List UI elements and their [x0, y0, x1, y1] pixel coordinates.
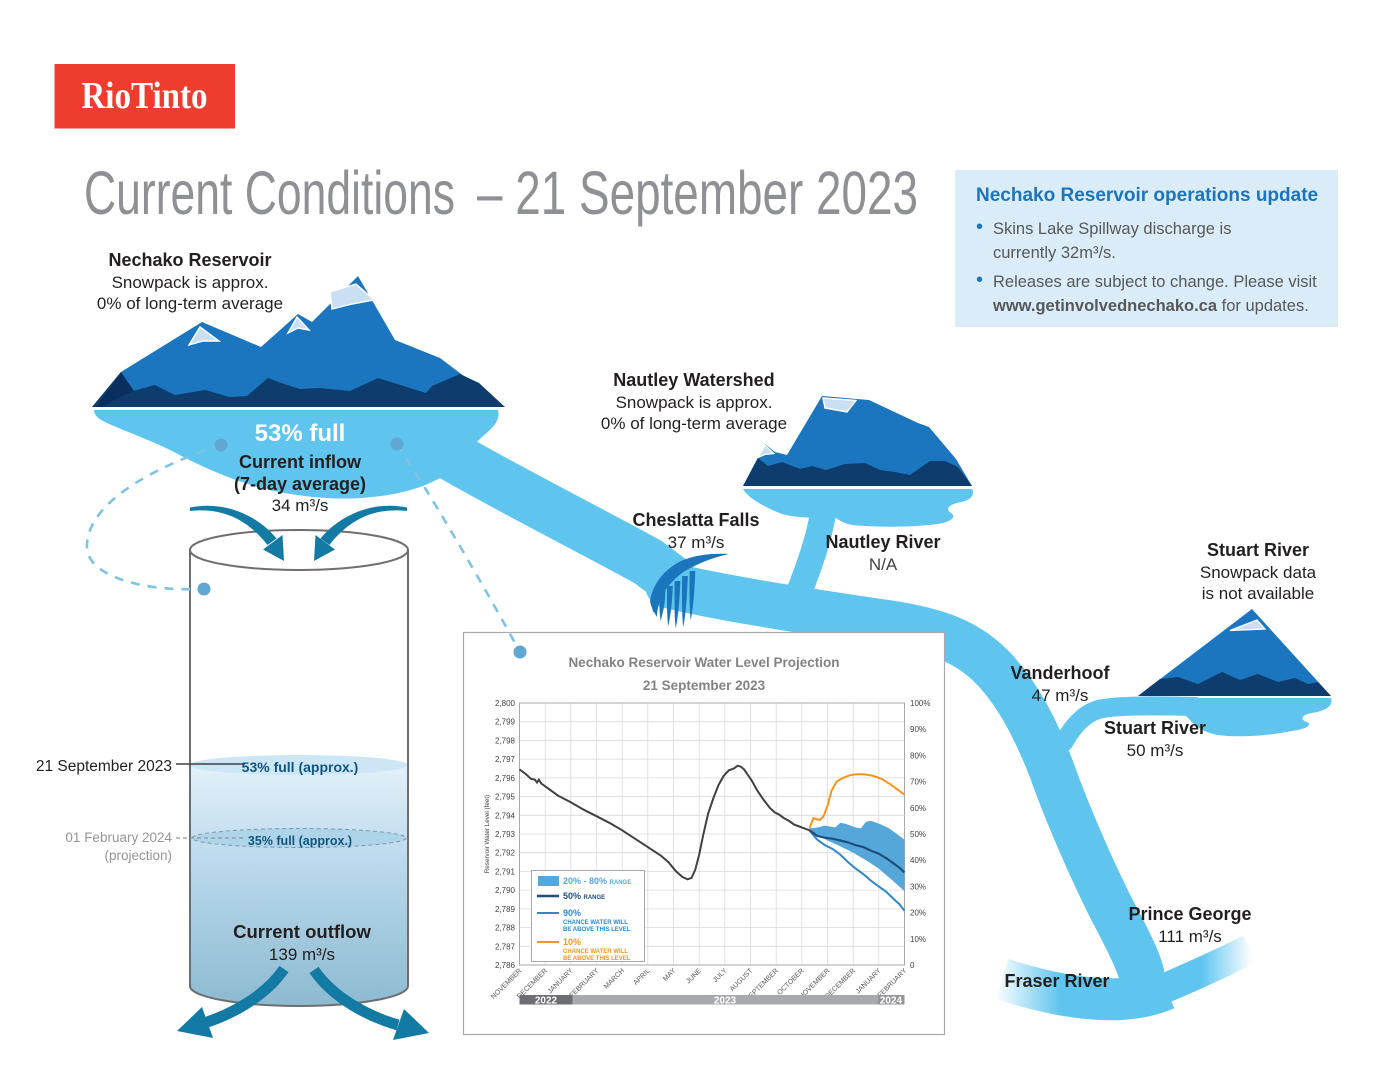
svg-text:50% RANGE: 50% RANGE [563, 891, 605, 901]
svg-text:2,793: 2,793 [495, 830, 516, 839]
svg-text:10%: 10% [563, 937, 581, 947]
svg-text:2,800: 2,800 [495, 699, 516, 708]
svg-text:2,797: 2,797 [495, 755, 516, 764]
svg-text:10%: 10% [910, 935, 926, 944]
svg-text:2,789: 2,789 [495, 905, 516, 914]
svg-text:2,796: 2,796 [495, 774, 516, 783]
svg-text:70%: 70% [910, 778, 926, 787]
svg-text:2023: 2023 [714, 996, 737, 1007]
svg-text:90%: 90% [563, 908, 581, 918]
svg-text:2,799: 2,799 [495, 718, 516, 727]
svg-text:2,798: 2,798 [495, 736, 516, 745]
svg-text:2,788: 2,788 [495, 924, 516, 933]
svg-text:2024: 2024 [880, 996, 903, 1007]
svg-text:2,794: 2,794 [495, 811, 516, 820]
svg-text:2,791: 2,791 [495, 867, 516, 876]
svg-text:0: 0 [910, 961, 915, 970]
svg-text:Nechako Reservoir Water Level: Nechako Reservoir Water Level Projection [568, 655, 839, 670]
svg-text:20%: 20% [910, 909, 926, 918]
svg-text:2,786: 2,786 [495, 961, 516, 970]
svg-text:60%: 60% [910, 804, 926, 813]
svg-text:2022: 2022 [535, 996, 558, 1007]
svg-text:50%: 50% [910, 830, 926, 839]
svg-text:Reservoir Water Level (feet): Reservoir Water Level (feet) [484, 795, 491, 874]
svg-text:21 September 2023: 21 September 2023 [643, 678, 766, 693]
svg-text:CHANCE WATER WILL: CHANCE WATER WILL [563, 949, 628, 955]
svg-text:90%: 90% [910, 725, 926, 734]
svg-text:2,795: 2,795 [495, 793, 516, 802]
svg-text:20% - 80% RANGE: 20% - 80% RANGE [563, 876, 631, 886]
svg-text:BE ABOVE THIS LEVEL: BE ABOVE THIS LEVEL [563, 927, 631, 933]
svg-text:BE ABOVE THIS LEVEL: BE ABOVE THIS LEVEL [563, 956, 631, 962]
svg-text:80%: 80% [910, 751, 926, 760]
svg-text:100%: 100% [910, 699, 930, 708]
svg-text:40%: 40% [910, 856, 926, 865]
svg-text:2,792: 2,792 [495, 849, 516, 858]
svg-text:30%: 30% [910, 882, 926, 891]
svg-text:2,787: 2,787 [495, 942, 516, 951]
svg-text:CHANCE WATER WILL: CHANCE WATER WILL [563, 920, 628, 926]
svg-text:2,790: 2,790 [495, 886, 516, 895]
